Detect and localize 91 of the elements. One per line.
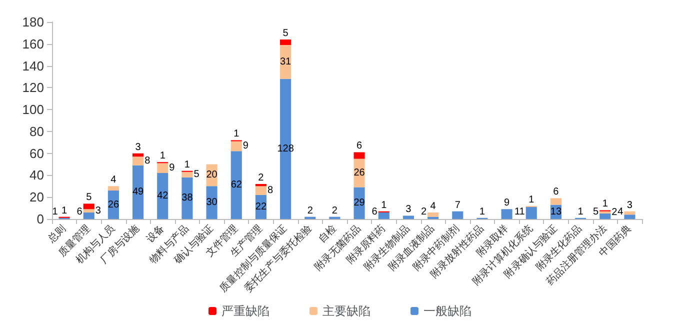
data-label: 1 (234, 128, 240, 140)
bar (132, 156, 144, 166)
data-label: 6 (372, 206, 378, 218)
bar (83, 209, 94, 212)
y-tick-label: 100 (22, 102, 44, 118)
data-label: 1 (602, 198, 608, 210)
y-tick-label: 0 (36, 212, 44, 226)
data-label: 26 (108, 199, 120, 210)
bar (230, 151, 242, 219)
y-tick-label: 180 (22, 14, 44, 30)
bar (428, 212, 439, 217)
data-label: 49 (132, 186, 144, 198)
legend-label: 主要缺陷 (322, 304, 370, 318)
data-label: 5 (194, 169, 200, 180)
data-label: 1 (52, 206, 58, 218)
data-label: 26 (354, 168, 366, 179)
data-label: 6 (356, 140, 363, 152)
data-label: 6 (76, 206, 83, 218)
legend-label: 严重缺陷 (222, 304, 270, 318)
y-tick-label: 40 (30, 168, 44, 183)
bar (280, 40, 292, 45)
bar (230, 141, 242, 152)
data-label: 2 (332, 205, 338, 216)
y-tick-label: 120 (22, 80, 44, 96)
data-label: 13 (550, 206, 562, 218)
data-label: 3 (406, 204, 412, 216)
data-label: 11 (514, 206, 526, 218)
bar (624, 214, 636, 219)
data-label: 2 (258, 172, 264, 184)
data-label: 1 (160, 150, 166, 162)
y-tick-label: 60 (30, 146, 44, 161)
data-label: 2 (420, 206, 427, 218)
bar (452, 211, 464, 219)
data-label: 6 (553, 186, 560, 198)
data-label: 3 (95, 205, 102, 216)
bar (83, 204, 94, 210)
data-label: 1 (184, 159, 190, 170)
data-label: 4 (618, 206, 624, 218)
y-tick-label: 140 (22, 58, 44, 74)
bar (132, 165, 144, 219)
bar (280, 78, 292, 219)
data-label: 29 (354, 198, 366, 209)
bar (182, 172, 193, 178)
data-label: 7 (454, 200, 461, 211)
data-label: 4 (430, 200, 436, 212)
bar (157, 173, 168, 219)
data-label: 3 (626, 200, 633, 211)
bar (255, 186, 266, 195)
data-label: 9 (242, 140, 249, 152)
data-label: 30 (206, 197, 218, 208)
data-label: 3 (135, 142, 142, 153)
data-label: 1 (381, 200, 388, 211)
data-label: 9 (169, 162, 176, 174)
bar (255, 184, 266, 186)
data-label: 5 (86, 192, 92, 204)
bar (600, 214, 611, 219)
data-label: 20 (206, 170, 218, 181)
bar (83, 212, 94, 219)
bar (280, 44, 292, 79)
data-label: 62 (230, 180, 242, 191)
bar (501, 209, 512, 219)
bar (600, 211, 611, 214)
bar (378, 212, 390, 219)
data-label: 2 (307, 205, 314, 216)
data-label: 1 (62, 205, 68, 216)
bar (550, 198, 562, 205)
bar (108, 186, 119, 191)
data-label: 2 (612, 206, 618, 218)
data-label: 42 (157, 190, 169, 202)
bar (402, 216, 414, 219)
data-label: 38 (182, 192, 194, 204)
data-label: 8 (267, 185, 274, 196)
data-label: 5 (593, 206, 600, 218)
bar (157, 163, 168, 174)
bar (132, 153, 144, 157)
bar (526, 206, 537, 219)
bar (354, 152, 365, 159)
data-label: 1 (528, 194, 535, 206)
data-label: 8 (144, 155, 151, 166)
data-label: 1 (479, 206, 486, 218)
data-label: 9 (504, 198, 510, 209)
data-label: 4 (110, 174, 117, 186)
data-label: 22 (255, 201, 267, 212)
bar (624, 211, 636, 215)
data-label: 31 (280, 56, 292, 68)
legend-label: 一般缺陷 (424, 304, 472, 318)
y-tick-label: 80 (30, 124, 44, 139)
data-label: 5 (282, 28, 289, 40)
y-tick-label: 160 (22, 36, 44, 52)
y-tick-label: 20 (30, 190, 44, 205)
data-label: 1 (578, 206, 584, 218)
